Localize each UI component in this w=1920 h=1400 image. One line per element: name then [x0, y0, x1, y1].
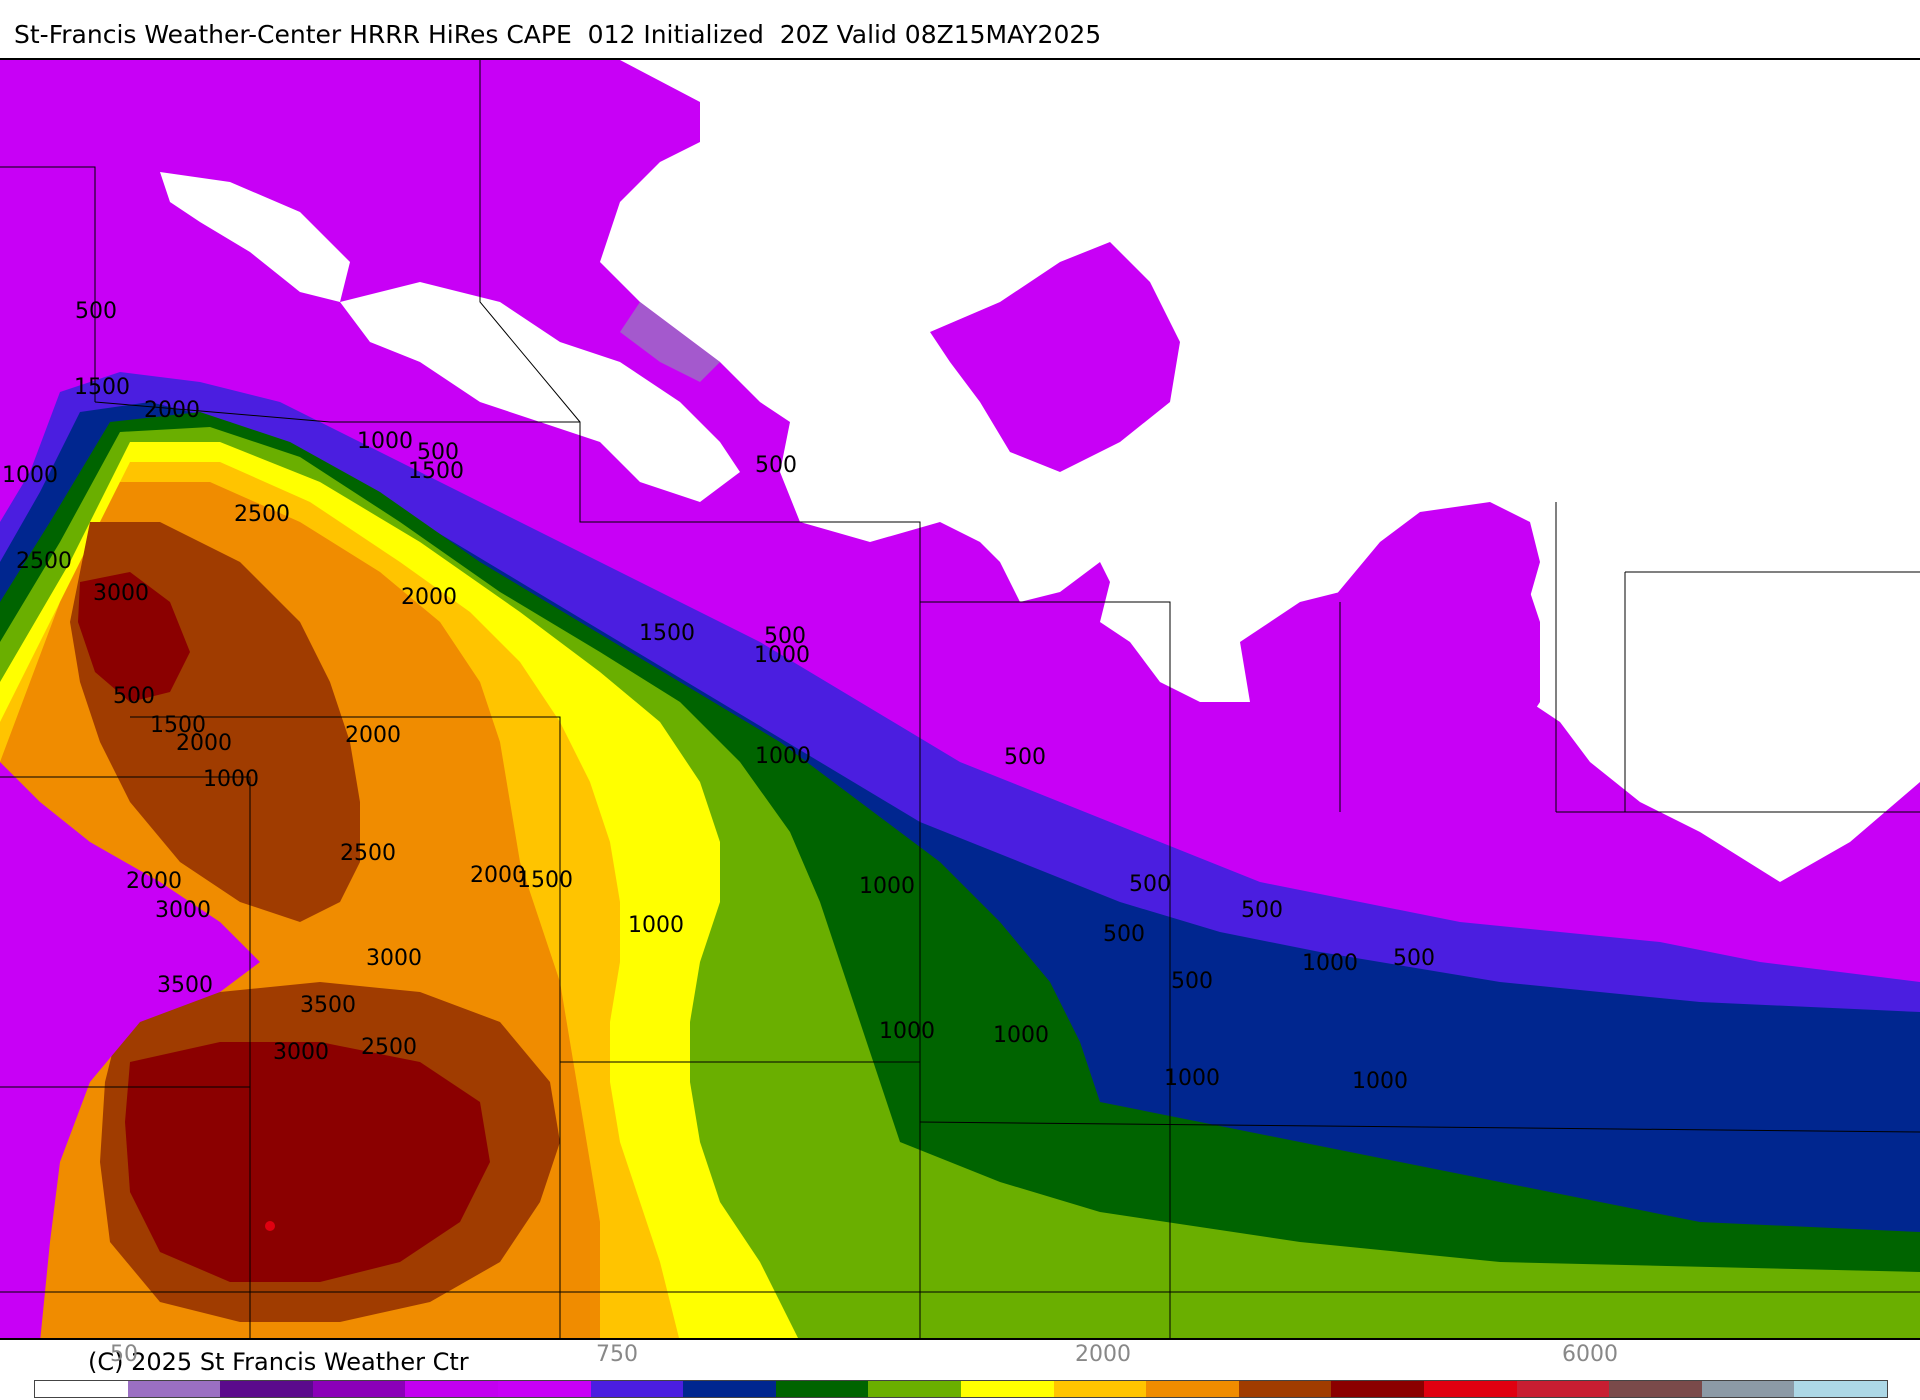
cape-field-magenta-michigan — [930, 242, 1180, 472]
contour-label: 2500 — [234, 502, 290, 527]
contour-label: 1000 — [1164, 1066, 1220, 1091]
colorbar-tick-label: 2000 — [1075, 1342, 1131, 1367]
colorbar-segment — [1423, 1381, 1517, 1397]
colorbar-segment — [1609, 1381, 1702, 1397]
contour-label: 1500 — [517, 868, 573, 893]
contour-label: 1000 — [357, 429, 413, 454]
colorbar-tick-label: 750 — [596, 1342, 638, 1367]
colorbar-segment — [312, 1381, 406, 1397]
colorbar-segment — [1331, 1381, 1424, 1397]
contour-label: 1000 — [1352, 1069, 1408, 1094]
colorbar-segment — [590, 1381, 684, 1397]
cape-map: 500 1500 2000 1000 500 1500 1000 2500 500 2500 300… — [0, 58, 1920, 1340]
contour-label: 500 — [1004, 745, 1046, 770]
contour-label: 1000 — [879, 1019, 935, 1044]
colorbar-segment — [868, 1381, 961, 1397]
contour-label: 500 — [1103, 922, 1145, 947]
contour-label: 1000 — [754, 643, 810, 668]
contour-label: 1000 — [2, 463, 58, 488]
colorbar-segment — [1146, 1381, 1239, 1397]
contour-label: 2500 — [16, 549, 72, 574]
colorbar-segment — [405, 1381, 498, 1397]
cape-field-white-upper-midwest — [340, 282, 740, 502]
colorbar-segment — [1516, 1381, 1610, 1397]
colorbar-segment — [1238, 1381, 1332, 1397]
contour-label: 2000 — [176, 731, 232, 756]
contour-label: 3500 — [300, 993, 356, 1018]
contour-label: 2000 — [401, 585, 457, 610]
colorbar-tick-label: 50 — [110, 1342, 138, 1367]
contour-label: 2000 — [126, 869, 182, 894]
contour-label: 3000 — [366, 946, 422, 971]
colorbar-segment — [960, 1381, 1054, 1397]
contour-label: 500 — [1171, 969, 1213, 994]
contour-label: 2500 — [340, 841, 396, 866]
colorbar-segment — [35, 1381, 128, 1397]
contour-label: 1500 — [74, 375, 130, 400]
contour-label: 1000 — [1302, 951, 1358, 976]
colorbar — [34, 1380, 1888, 1398]
cape-field-white-lake-superior — [160, 172, 350, 302]
colorbar-segment — [127, 1381, 221, 1397]
contour-label: 1000 — [993, 1023, 1049, 1048]
cape-field-magenta-ohio — [1240, 562, 1540, 822]
cape-field-lavender-edge — [620, 302, 720, 382]
contour-label: 500 — [1241, 898, 1283, 923]
contour-label: 500 — [1393, 946, 1435, 971]
contour-label: 500 — [75, 299, 117, 324]
state-boundaries — [0, 60, 1920, 1338]
cape-field-red-max — [265, 1221, 275, 1231]
contour-label: 2000 — [144, 398, 200, 423]
contour-label: 1000 — [203, 767, 259, 792]
colorbar-segment — [775, 1381, 869, 1397]
contour-label: 1000 — [755, 744, 811, 769]
contour-label: 3000 — [155, 898, 211, 923]
cape-field-darkred — [78, 572, 190, 702]
colorbar-segment — [683, 1381, 776, 1397]
colorbar-segment — [1701, 1381, 1795, 1397]
contour-label: 2000 — [470, 863, 526, 888]
copyright-text: (C) 2025 St Francis Weather Ctr — [88, 1348, 469, 1376]
cape-field-darkred-south — [125, 1042, 490, 1282]
contour-label: 500 — [1129, 872, 1171, 897]
contour-label: 3000 — [273, 1040, 329, 1065]
colorbar-segment — [1053, 1381, 1147, 1397]
contour-label: 500 — [417, 440, 459, 465]
contour-label: 1000 — [859, 874, 915, 899]
contour-label: 2000 — [345, 723, 401, 748]
colorbar-tick-label: 6000 — [1562, 1342, 1618, 1367]
contour-label: 1000 — [628, 913, 684, 938]
cape-field-white-northeast — [600, 60, 1920, 882]
contour-label: 2500 — [361, 1035, 417, 1060]
map-title: St-Francis Weather-Center HRRR HiRes CAP… — [14, 20, 1102, 49]
cape-field-magenta-west — [0, 762, 260, 1338]
contour-label: 1500 — [150, 713, 206, 738]
colorbar-segment — [1794, 1381, 1887, 1397]
contour-label: 500 — [764, 624, 806, 649]
contour-label: 3000 — [93, 581, 149, 606]
contour-label: 500 — [755, 453, 797, 478]
contour-label: 1500 — [408, 459, 464, 484]
contour-label: 500 — [113, 684, 155, 709]
contour-label: 3500 — [157, 973, 213, 998]
colorbar-segment — [220, 1381, 313, 1397]
contour-label: 1500 — [639, 621, 695, 646]
colorbar-segment — [497, 1381, 591, 1397]
